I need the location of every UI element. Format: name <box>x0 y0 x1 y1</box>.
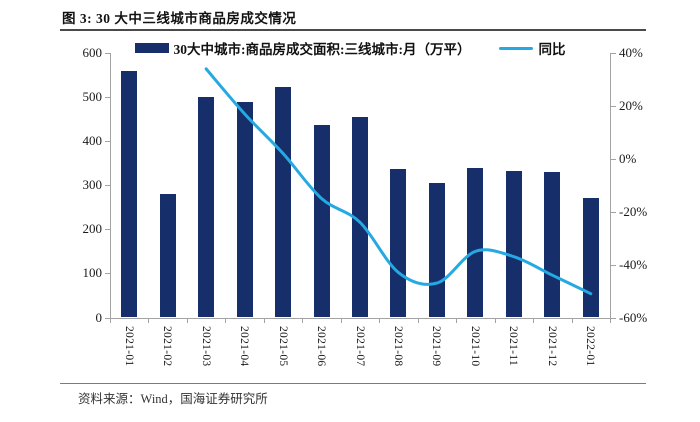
y-axis-right-label: 0% <box>619 150 637 166</box>
legend-item-bar-series: 30大中城市:商品房成交面积:三线城市:月（万平） <box>134 38 471 58</box>
x-axis-label: 2021-08 <box>391 325 404 366</box>
y-axis-right-tick <box>611 53 616 54</box>
y-axis-left-label: 400 <box>82 133 103 149</box>
x-axis-label: 2021-03 <box>199 325 212 366</box>
x-axis-tick <box>610 319 611 323</box>
x-axis-tick <box>148 319 150 323</box>
x-axis-tick <box>340 319 342 323</box>
y-axis-left-label: 200 <box>82 221 103 237</box>
y-axis-left-tick <box>105 317 110 319</box>
x-axis-label: 2021-11 <box>507 325 520 366</box>
footer-rule <box>60 383 646 384</box>
x-axis-tick <box>571 319 573 323</box>
y-axis-right-tick <box>611 264 616 266</box>
line-series-swatch-icon <box>498 46 533 50</box>
x-axis-tick <box>186 319 188 323</box>
bar <box>390 169 407 318</box>
bar <box>467 168 484 318</box>
chart-legend: 30大中城市:商品房成交面积:三线城市:月（万平） 同比 <box>0 38 700 58</box>
bar-series-label: 30大中城市:商品房成交面积:三线城市:月（万平） <box>173 42 471 57</box>
x-axis-tick <box>302 319 304 323</box>
y-axis-right-label: -60% <box>619 309 648 325</box>
y-axis-right-label: 40% <box>619 45 643 60</box>
figure-title: 图 3: 30 大中三线城市商品房成交情况 <box>62 11 297 26</box>
y-axis-left-label: 300 <box>82 177 103 193</box>
y-axis-left-tick <box>105 229 110 231</box>
y-axis-right-tick <box>611 211 616 213</box>
y-axis-left-tick <box>105 273 110 275</box>
y-axis-left-tick <box>105 97 110 99</box>
source-text: Wind，国海证券研究所 <box>140 392 268 406</box>
source-line: 资料来源：Wind，国海证券研究所 <box>78 388 268 407</box>
bar <box>121 70 138 318</box>
bar <box>236 102 253 318</box>
title-rule <box>60 29 646 31</box>
y-axis-left-label: 0 <box>95 309 103 325</box>
y-axis-right-label: -40% <box>619 256 648 272</box>
y-axis-left-tick <box>105 53 110 54</box>
x-axis-tick <box>456 319 458 323</box>
bar <box>198 97 215 318</box>
bar <box>582 197 599 318</box>
x-axis-label: 2021-01 <box>122 325 135 366</box>
x-axis-line <box>110 317 611 319</box>
y-axis-left-line <box>110 53 111 319</box>
x-axis-tick <box>379 319 381 323</box>
y-axis-right-tick <box>611 105 616 107</box>
x-axis-label: 2021-09 <box>430 325 443 366</box>
y-axis-left-label: 600 <box>82 45 103 60</box>
x-axis-label: 2021-05 <box>276 325 289 366</box>
bar <box>505 170 522 318</box>
legend-item-line-series: 同比 <box>498 38 566 58</box>
x-axis-label: 2022-01 <box>584 325 597 366</box>
bar <box>352 117 368 318</box>
x-axis-tick <box>417 319 419 323</box>
bar <box>313 124 330 318</box>
x-axis-tick <box>263 319 265 323</box>
x-axis-label: 2021-10 <box>468 325 481 366</box>
bar <box>275 86 292 318</box>
x-axis-tick <box>533 319 535 323</box>
x-axis-label: 2021-06 <box>315 325 328 366</box>
bar <box>544 172 561 318</box>
y-axis-left-label: 100 <box>82 265 103 281</box>
y-axis-right-tick <box>611 317 616 319</box>
x-axis-tick <box>225 319 227 323</box>
y-axis-right-tick <box>611 158 616 160</box>
y-axis-right-line <box>610 53 611 319</box>
bar <box>428 183 445 318</box>
bar <box>159 193 176 318</box>
y-axis-left-label: 500 <box>82 89 103 105</box>
x-axis-tick <box>494 319 496 323</box>
y-axis-left-tick <box>105 141 110 143</box>
x-axis-label: 2021-04 <box>238 325 251 366</box>
x-axis-label: 2021-02 <box>161 325 174 366</box>
x-axis-tick <box>110 319 111 323</box>
x-axis-label: 2021-07 <box>353 325 366 366</box>
y-axis-left-tick <box>105 185 110 187</box>
y-axis-right-label: 20% <box>619 97 643 113</box>
line-series-label: 同比 <box>538 42 566 57</box>
y-axis-right-label: -20% <box>619 203 648 219</box>
bar-series-swatch-icon <box>134 43 169 53</box>
source-label: 资料来源： <box>78 392 141 406</box>
x-axis-label: 2021-12 <box>545 325 558 366</box>
